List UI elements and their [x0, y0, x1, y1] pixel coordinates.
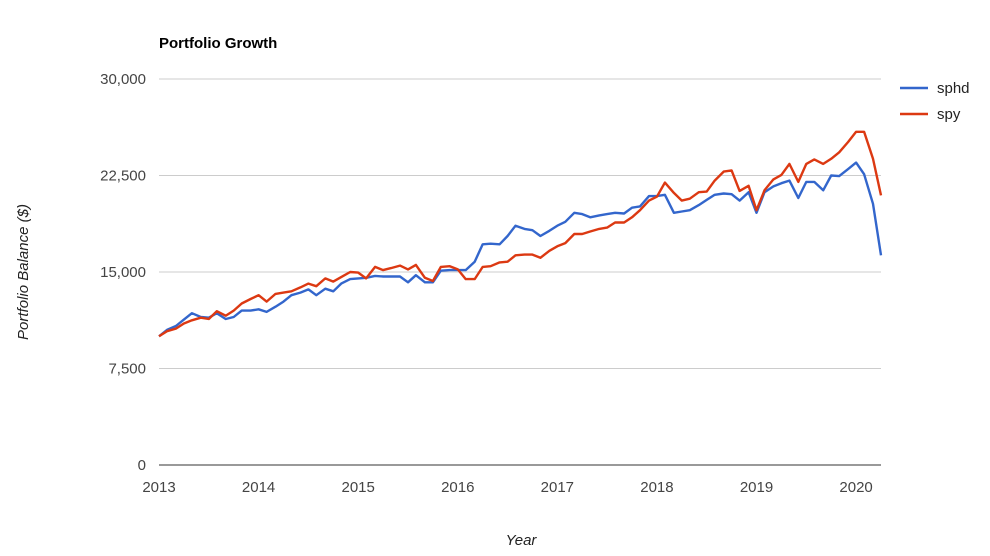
y-tick-label: 15,000 [100, 264, 146, 281]
y-tick-label: 30,000 [100, 71, 146, 88]
chart-title: Portfolio Growth [159, 35, 277, 52]
x-axis-title: Year [506, 532, 538, 549]
legend: sphd spy [900, 80, 970, 123]
axes: 0 7,500 15,000 22,500 30,000 2013 2014 2015 2016… [100, 71, 881, 496]
y-axis-title: Portfolio Balance ($) [15, 204, 32, 340]
x-tick-label: 2013 [142, 479, 175, 496]
y-tick-label: 22,500 [100, 168, 146, 185]
series-line-sphd [158, 161, 883, 338]
x-tick-label: 2014 [242, 479, 275, 496]
y-tick-label: 0 [138, 457, 146, 474]
x-tick-label: 2017 [541, 479, 574, 496]
x-tick-label: 2020 [839, 479, 872, 496]
legend-label-sphd: sphd [937, 80, 970, 97]
x-tick-label: 2018 [640, 479, 673, 496]
x-tick-label: 2019 [740, 479, 773, 496]
series-lines [158, 130, 883, 338]
legend-label-spy: spy [937, 106, 961, 123]
y-tick-label: 7,500 [108, 361, 146, 378]
x-tick-label: 2015 [341, 479, 374, 496]
x-tick-label: 2016 [441, 479, 474, 496]
gridlines [159, 78, 881, 369]
series-line-spy [158, 130, 883, 338]
